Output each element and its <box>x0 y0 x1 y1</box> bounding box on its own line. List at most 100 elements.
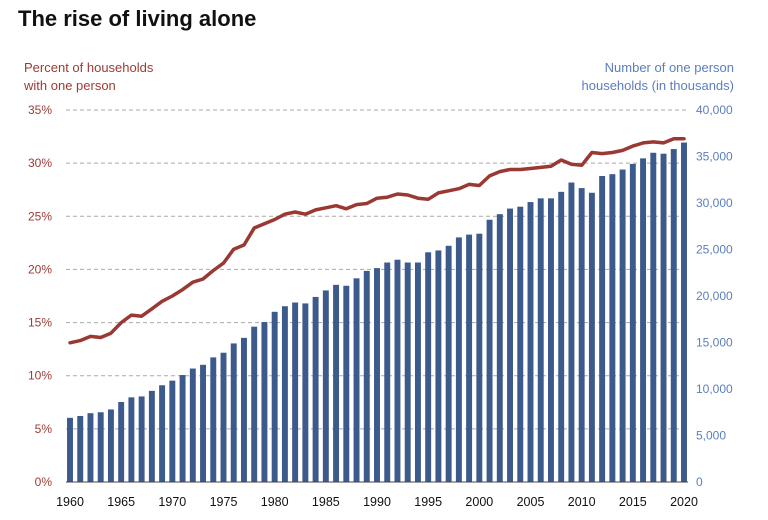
x-tick-label: 2005 <box>517 495 545 509</box>
bar <box>230 343 237 482</box>
bar <box>517 206 524 482</box>
right-tick-label: 0 <box>696 475 703 489</box>
bar <box>640 158 647 483</box>
bar <box>537 198 544 482</box>
bar <box>107 409 114 482</box>
right-tick-label: 40,000 <box>696 103 733 117</box>
bar <box>169 380 176 482</box>
x-tick-label: 1970 <box>158 495 186 509</box>
bar <box>200 364 207 482</box>
bar <box>394 259 401 482</box>
right-axis-ticks: 0 5,000 10,000 15,000 20,000 25,000 30,000 35,0… <box>696 103 733 489</box>
bar <box>312 296 319 482</box>
bar <box>558 191 565 482</box>
bar <box>77 415 84 482</box>
right-axis-label-line-2: households (in thousands) <box>582 78 735 93</box>
bar <box>302 303 309 482</box>
bar <box>588 192 595 482</box>
chart-title: The rise of living alone <box>18 6 256 31</box>
bar <box>220 352 227 482</box>
bar <box>496 214 503 482</box>
x-tick-label: 2015 <box>619 495 647 509</box>
bar <box>271 311 278 482</box>
bar <box>404 262 411 482</box>
right-tick-label: 15,000 <box>696 336 733 350</box>
x-tick-label: 2000 <box>465 495 493 509</box>
bar <box>210 357 217 482</box>
bar <box>363 270 370 482</box>
bar-series <box>67 142 687 483</box>
bar <box>425 252 432 482</box>
bar <box>670 149 677 482</box>
left-axis-label-line-2: with one person <box>23 78 116 93</box>
bar <box>159 385 166 482</box>
bar <box>148 390 155 482</box>
right-tick-label: 35,000 <box>696 150 733 164</box>
right-tick-label: 25,000 <box>696 243 733 257</box>
right-tick-label: 5,000 <box>696 429 726 443</box>
bar <box>476 233 483 482</box>
bar <box>681 142 687 483</box>
left-tick-label: 10% <box>28 369 52 383</box>
x-axis-ticks: 1960 1965 1970 1975 1980 1985 1990 1995 2000 2005… <box>56 495 698 509</box>
bar <box>599 176 606 482</box>
bar <box>445 245 452 482</box>
bar <box>507 208 514 482</box>
left-tick-label: 0% <box>35 475 53 489</box>
right-tick-label: 10,000 <box>696 382 733 396</box>
right-axis-label-line-1: Number of one person <box>605 60 734 75</box>
x-tick-label: 1985 <box>312 495 340 509</box>
x-tick-label: 1995 <box>414 495 442 509</box>
bar <box>67 417 73 482</box>
bar <box>486 219 493 483</box>
left-tick-label: 5% <box>35 422 53 436</box>
bar <box>568 182 575 483</box>
bar <box>189 368 196 482</box>
left-tick-label: 25% <box>28 209 52 223</box>
left-axis-ticks: 0% 5% 10% 15% 20% 25% 30% 35% <box>28 103 52 489</box>
percent-line <box>68 136 686 345</box>
bar <box>619 169 626 482</box>
bar <box>97 412 104 482</box>
x-tick-label: 1990 <box>363 495 391 509</box>
bar <box>578 188 585 482</box>
bar <box>322 290 329 482</box>
bar <box>179 375 186 482</box>
x-tick-label: 1975 <box>210 495 238 509</box>
x-tick-label: 2010 <box>568 495 596 509</box>
left-tick-label: 35% <box>28 103 52 117</box>
bar <box>650 152 657 482</box>
x-tick-label: 2020 <box>670 495 698 509</box>
bar <box>435 250 442 482</box>
bar <box>343 285 350 482</box>
bar <box>261 322 268 482</box>
bar <box>466 234 473 482</box>
bar <box>292 302 299 482</box>
bar <box>414 262 421 482</box>
left-tick-label: 15% <box>28 316 52 330</box>
bar <box>138 396 145 482</box>
bar <box>527 202 534 482</box>
bar <box>609 174 616 483</box>
line-series <box>68 136 686 345</box>
bar <box>374 268 380 482</box>
x-tick-label: 1960 <box>56 495 84 509</box>
bar <box>333 284 340 482</box>
bar <box>455 237 462 482</box>
x-tick-label: 1980 <box>261 495 289 509</box>
bar <box>547 198 554 482</box>
left-tick-label: 30% <box>28 156 52 170</box>
right-tick-label: 30,000 <box>696 196 733 210</box>
bar <box>240 337 247 482</box>
bar <box>660 153 667 482</box>
x-tick-label: 1965 <box>107 495 135 509</box>
bar <box>281 306 288 482</box>
left-tick-label: 20% <box>28 262 52 276</box>
bar <box>128 397 135 482</box>
bar <box>251 326 258 482</box>
right-tick-label: 20,000 <box>696 289 733 303</box>
bar <box>353 278 360 482</box>
bar <box>384 262 391 482</box>
left-axis-label-line-1: Percent of households <box>24 60 154 75</box>
